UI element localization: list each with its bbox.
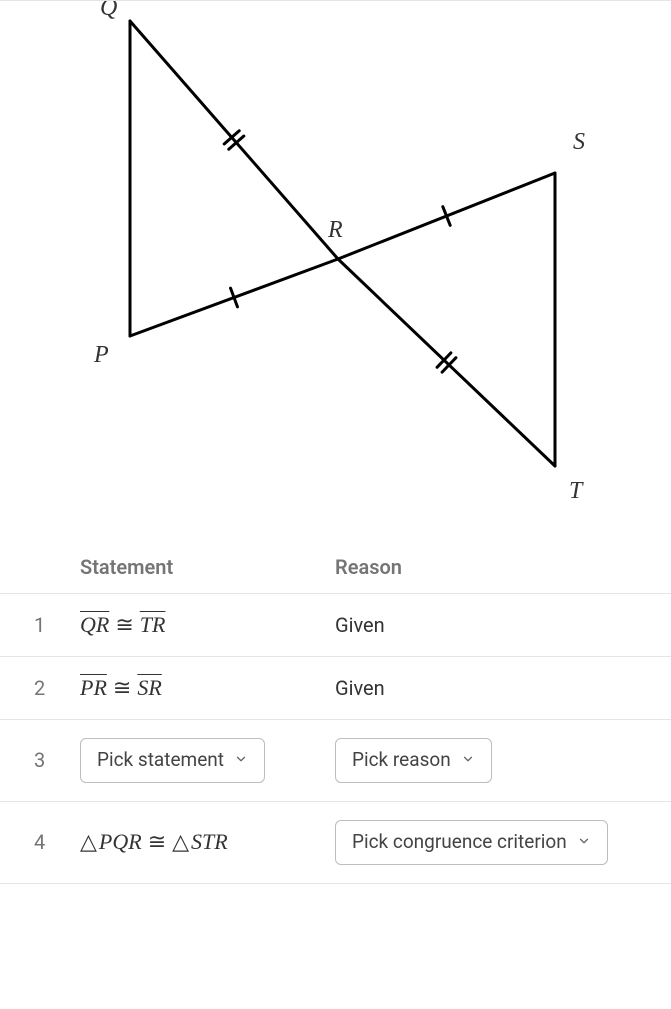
row-statement: Pick statement (80, 738, 335, 783)
pick-statement-dropdown[interactable]: Pick statement (80, 738, 265, 783)
row-statement: QR≅TR (80, 612, 335, 638)
chevron-down-icon (234, 749, 248, 772)
page: Q P R S T Statement Reason 1 QR≅TR Given 2 P… (0, 0, 671, 884)
table-row: 4 △PQR≅△STR Pick congruence criterion (0, 802, 671, 884)
pick-reason-dropdown[interactable]: Pick congruence criterion (335, 820, 608, 865)
table-row: 1 QR≅TR Given (0, 594, 671, 657)
statement-math: QR≅TR (80, 612, 165, 637)
row-reason: Given (335, 676, 661, 700)
row-reason: Pick reason (335, 738, 661, 783)
row-number: 4 (0, 830, 80, 854)
table-header-row: Statement Reason (0, 541, 671, 594)
chevron-down-icon (577, 831, 591, 854)
row-number: 2 (0, 676, 80, 700)
dropdown-label: Pick statement (97, 749, 224, 772)
statement-math: △PQR≅△STR (80, 829, 228, 854)
svg-text:T: T (569, 478, 584, 504)
row-number: 1 (0, 613, 80, 637)
svg-text:S: S (573, 129, 585, 155)
dropdown-label: Pick reason (352, 749, 451, 772)
row-statement: PR≅SR (80, 675, 335, 701)
pick-reason-dropdown[interactable]: Pick reason (335, 738, 492, 783)
table-row: 2 PR≅SR Given (0, 657, 671, 720)
chevron-down-icon (461, 749, 475, 772)
svg-text:Q: Q (100, 1, 117, 21)
row-reason: Pick congruence criterion (335, 820, 661, 865)
statement-math: PR≅SR (80, 675, 162, 700)
svg-text:R: R (327, 217, 343, 243)
proof-table: Statement Reason 1 QR≅TR Given 2 PR≅SR G… (0, 541, 671, 884)
header-reason: Reason (335, 555, 661, 579)
header-statement: Statement (80, 555, 335, 579)
table-row: 3 Pick statement Pick reason (0, 720, 671, 802)
geometry-svg: Q P R S T (0, 1, 671, 541)
geometry-diagram: Q P R S T (0, 0, 671, 541)
reason-text: Given (335, 613, 385, 637)
row-number: 3 (0, 748, 80, 772)
row-statement: △PQR≅△STR (80, 829, 335, 855)
row-reason: Given (335, 613, 661, 637)
svg-text:P: P (93, 342, 109, 368)
dropdown-label: Pick congruence criterion (352, 831, 567, 854)
reason-text: Given (335, 676, 385, 700)
